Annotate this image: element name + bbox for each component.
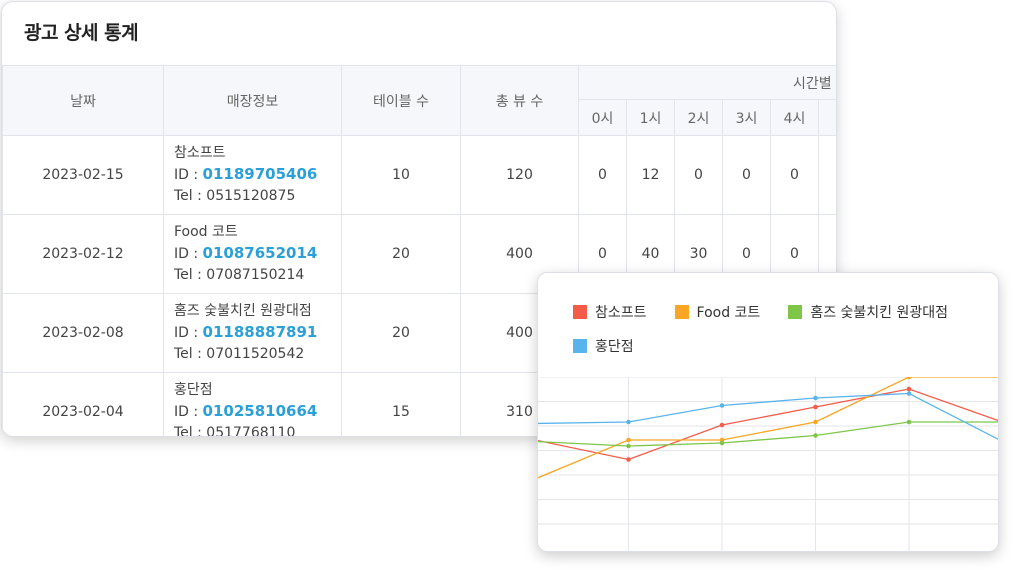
store-tel: 0517768110 — [206, 425, 296, 437]
hourly-cell: 0 — [674, 135, 723, 215]
col-tables-header[interactable]: 테이블 수 — [341, 65, 461, 136]
legend-label: 참소프트 — [595, 305, 647, 321]
series-line-3 — [538, 392, 998, 440]
tables-cell: 20 — [341, 293, 461, 373]
store-id-line: ID : 01087652014 — [174, 243, 341, 265]
data-point[interactable] — [626, 443, 631, 449]
series-line-0 — [538, 388, 998, 461]
store-tel-line: Tel : 07011520542 — [174, 344, 341, 365]
data-point[interactable] — [906, 377, 912, 380]
data-point[interactable] — [813, 419, 818, 425]
tel-label: Tel : — [174, 346, 207, 362]
data-point[interactable] — [906, 386, 912, 392]
line-chart — [538, 377, 998, 551]
hour-header-2[interactable]: 2시 — [674, 99, 723, 136]
store-id-line: ID : 01025810664 — [174, 401, 341, 423]
id-label: ID : — [174, 325, 203, 341]
store-info-cell: 참소프트 ID : 01189705406 Tel : 0515120875 — [163, 135, 342, 215]
legend-label: 홈즈 숯불치킨 원광대점 — [810, 305, 949, 321]
legend-swatch — [674, 305, 689, 319]
data-point[interactable] — [813, 395, 818, 401]
store-tel: 07011520542 — [206, 346, 305, 362]
hour-header-1[interactable]: 1시 — [626, 99, 675, 136]
data-point[interactable] — [813, 404, 818, 410]
hourly-cell: 12 — [626, 135, 675, 215]
hourly-cell: 0 — [722, 135, 771, 215]
store-tel-line: Tel : 0515120875 — [174, 186, 341, 207]
series-line-1 — [538, 377, 998, 479]
tables-cell: 10 — [341, 135, 461, 215]
store-name: 홈즈 숯불치킨 원광대점 — [174, 303, 312, 319]
store-info-cell: 홍단점 ID : 01025810664 Tel : 0517768110 — [163, 372, 342, 437]
data-point[interactable] — [719, 403, 725, 408]
date-cell: 2023-02-08 — [2, 293, 164, 373]
tables-cell: 15 — [341, 372, 461, 436]
data-point[interactable] — [813, 433, 818, 438]
data-point[interactable] — [626, 437, 631, 443]
legend-item[interactable]: 참소프트 — [573, 295, 647, 329]
table-row[interactable]: 2023-02-15 참소프트 ID : 01189705406 Tel : 0515… — [2, 135, 836, 215]
store-name: 홍단점 — [174, 382, 213, 398]
hour-header-0[interactable]: 0시 — [578, 99, 627, 136]
ad-stats-table-card: 광고 상세 통계 날짜 매장정보 테이블 수 총 뷰 수 시간별 0시 1시 2시 3… — [1, 1, 837, 437]
col-store-header[interactable]: 매장정보 — [163, 65, 342, 136]
hourly-cell: 0 — [770, 135, 819, 215]
data-point[interactable] — [906, 391, 912, 396]
col-hourly-header: 시간별 — [577, 65, 836, 100]
legend-item[interactable]: 홈즈 숯불치킨 원광대점 — [788, 295, 948, 329]
legend-swatch — [573, 305, 587, 319]
id-label: ID : — [174, 167, 203, 183]
store-id-link[interactable]: 01087652014 — [202, 244, 318, 262]
legend-item[interactable]: Food 코트 — [674, 295, 761, 329]
col-views-header[interactable]: 총 뷰 수 — [460, 65, 579, 136]
store-name: 참소프트 — [174, 145, 226, 161]
store-name: Food 코트 — [174, 224, 238, 240]
store-tel: 07087150214 — [206, 267, 305, 283]
date-cell: 2023-02-04 — [2, 372, 164, 436]
data-point[interactable] — [626, 457, 631, 462]
data-point[interactable] — [906, 419, 912, 425]
id-label: ID : — [174, 246, 203, 262]
tel-label: Tel : — [174, 188, 207, 204]
tables-cell: 20 — [341, 214, 461, 294]
series-line-2 — [538, 421, 998, 447]
legend-label: 홍단점 — [595, 339, 634, 355]
data-point[interactable] — [719, 422, 725, 428]
views-cell: 120 — [460, 135, 579, 215]
id-label: ID : — [174, 404, 203, 420]
hourly-cell — [817, 135, 836, 215]
data-point[interactable] — [719, 440, 725, 446]
legend-swatch — [573, 339, 587, 353]
store-info-cell: Food 코트 ID : 01087652014 Tel : 07087150214 — [163, 214, 342, 294]
store-id-link[interactable]: 01025810664 — [202, 402, 318, 420]
data-point[interactable] — [626, 419, 631, 425]
page-title: 광고 상세 통계 — [24, 22, 139, 44]
hour-header-4[interactable]: 4시 — [770, 99, 819, 136]
store-id-link[interactable]: 01188887891 — [202, 323, 318, 341]
legend-swatch — [788, 305, 803, 319]
col-date-header[interactable]: 날짜 — [2, 65, 164, 136]
hour-header-3[interactable]: 3시 — [722, 99, 771, 136]
date-cell: 2023-02-15 — [2, 135, 164, 215]
legend-item[interactable]: 홍단점 — [573, 329, 634, 363]
hour-header-5[interactable]: 5 — [817, 99, 836, 136]
tel-label: Tel : — [174, 267, 207, 283]
hourly-cell: 0 — [578, 135, 627, 215]
store-tel-line: Tel : 0517768110 — [174, 423, 341, 437]
hour-header-row: 0시1시2시3시4시5 — [3, 99, 836, 136]
date-cell: 2023-02-12 — [2, 214, 164, 294]
tel-label: Tel : — [174, 425, 207, 437]
store-id-line: ID : 01189705406 — [174, 164, 341, 186]
store-id-link[interactable]: 01189705406 — [202, 165, 318, 183]
store-info-cell: 홈즈 숯불치킨 원광대점 ID : 01188887891 Tel : 070115… — [163, 293, 342, 373]
store-tel: 0515120875 — [206, 188, 296, 204]
store-id-line: ID : 01188887891 — [174, 322, 341, 344]
legend-label: Food 코트 — [696, 305, 761, 321]
store-tel-line: Tel : 07087150214 — [174, 265, 341, 286]
